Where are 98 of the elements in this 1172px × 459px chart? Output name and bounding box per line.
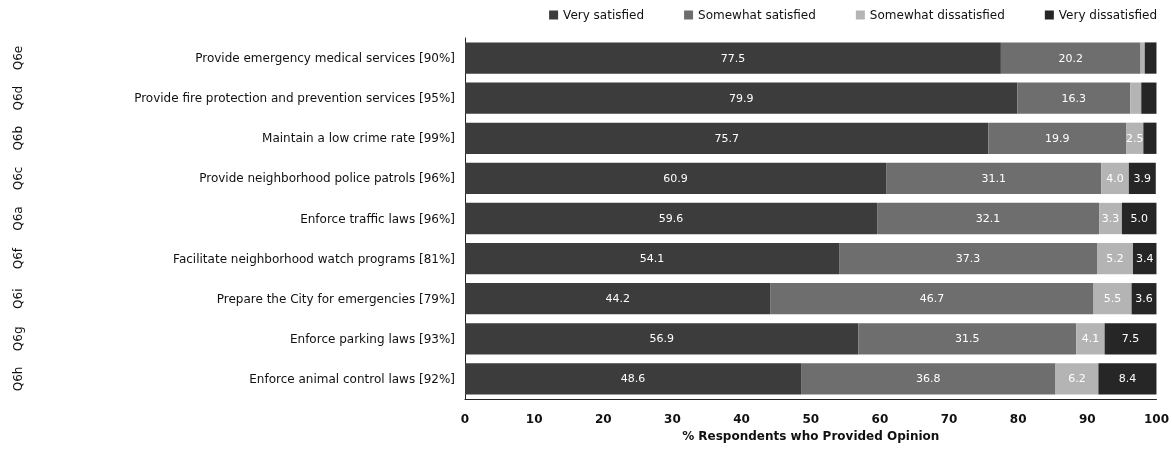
x-tick-label: 100 [1143, 412, 1170, 426]
data-label: 54.1 [639, 252, 665, 266]
data-label: 5.2 [1106, 252, 1124, 266]
data-label: 59.6 [658, 212, 684, 225]
y-tick-label: Prepare the City for emergencies [79%] [216, 291, 455, 306]
text: Q6a [11, 206, 25, 231]
data-label: 5.0 [1130, 212, 1148, 225]
data-label: 31.1 [981, 171, 1006, 185]
text: Q6e [11, 45, 25, 71]
data-label: 8.4 [1118, 372, 1137, 386]
data-label: 79.9 [728, 91, 754, 105]
bar [886, 162, 1102, 195]
data-label: 36.8 [916, 372, 941, 386]
bar [770, 283, 1094, 315]
x-tick-label: 40 [733, 412, 750, 426]
text: Q6b [11, 125, 25, 151]
data-label: 3.3 [1101, 212, 1120, 225]
bar [1140, 42, 1145, 74]
data-label: 31.5 [955, 332, 980, 346]
y-tick-label: Facilitate neighborhood watch programs [81%] [173, 251, 455, 266]
text: Q6h [11, 366, 25, 392]
data-label: 32.1 [975, 212, 1001, 225]
data-label: 48.6 [620, 372, 646, 386]
data-label: 5.5 [1103, 292, 1122, 306]
data-label: 2.5 [1125, 131, 1144, 145]
legend-label: Somewhat dissatisfied [869, 8, 1005, 22]
x-tick-label: 0 [460, 412, 470, 426]
bar [1093, 283, 1132, 315]
x-tick-label: 30 [664, 412, 681, 426]
data-label: 7.5 [1121, 332, 1140, 346]
data-label: 6.2 [1068, 372, 1086, 386]
bar [1097, 242, 1133, 275]
y-tick-label: Provide fire protection and prevention services [95%] [134, 91, 455, 106]
text: Q6c [11, 166, 25, 191]
data-label: 3.4 [1135, 252, 1154, 266]
x-axis-title: % Respondents who Provided Opinion [682, 428, 940, 443]
bar [1144, 42, 1157, 74]
data-label: 19.9 [1045, 131, 1070, 145]
data-label: 75.7 [714, 131, 739, 145]
x-tick-label: 80 [1009, 412, 1027, 426]
bar [1076, 323, 1105, 355]
x-tick-label: 10 [525, 412, 543, 426]
legend-label: Somewhat satisfied [698, 8, 816, 22]
bar [1098, 363, 1157, 395]
data-label: 37.3 [955, 252, 981, 266]
data-label: 3.9 [1133, 171, 1152, 185]
bar [1128, 162, 1156, 195]
bar [839, 242, 1098, 275]
bar [1099, 202, 1122, 235]
bar [801, 363, 1056, 395]
bar [465, 122, 989, 154]
legend-label: Very satisfied [563, 8, 645, 22]
bar [1017, 82, 1131, 114]
bar [1130, 82, 1142, 114]
bar [465, 202, 878, 235]
data-label: 46.7 [919, 292, 945, 306]
bar [465, 323, 859, 355]
text: Q6f [11, 247, 25, 270]
bar [877, 202, 1100, 235]
y-tick-label: Provide emergency medical services [90%] [195, 51, 455, 66]
legend-label: Very dissatisfied [1058, 8, 1157, 22]
bar [465, 162, 887, 195]
y-tick-label: Enforce traffic laws [96%] [300, 211, 455, 226]
bar [1143, 122, 1157, 154]
bar [858, 323, 1077, 355]
bar [1141, 82, 1157, 114]
data-label: 4.0 [1106, 171, 1124, 185]
text: Q6g [11, 326, 25, 352]
x-tick-label: 50 [802, 412, 820, 426]
data-label: 3.6 [1135, 292, 1153, 306]
bar [465, 242, 840, 275]
bar [465, 363, 802, 395]
x-tick-label: 60 [871, 412, 889, 426]
bar [465, 283, 771, 315]
bar [1101, 162, 1129, 195]
bar [1104, 323, 1157, 355]
data-label: 44.2 [605, 292, 631, 306]
text: Q6i [11, 288, 25, 309]
bar [465, 42, 1001, 74]
y-tick-label: Maintain a low crime rate [99%] [262, 131, 455, 146]
bar [1000, 42, 1141, 74]
bar [465, 82, 1018, 114]
data-label: 56.9 [649, 332, 674, 346]
data-label: 4.1 [1081, 332, 1100, 346]
data-label: 60.9 [663, 171, 688, 185]
y-tick-label: Enforce animal control laws [92%] [249, 371, 455, 386]
y-tick-label: Enforce parking laws [93%] [289, 331, 455, 346]
data-label: 20.2 [1058, 51, 1083, 65]
bar [1121, 202, 1157, 235]
bar [988, 122, 1127, 154]
bar [1055, 363, 1099, 395]
text: Q6d [11, 85, 25, 111]
x-tick-label: 70 [940, 412, 958, 426]
data-label: 77.5 [720, 51, 746, 65]
x-tick-label: 90 [1078, 412, 1096, 426]
x-tick-label: 20 [594, 412, 612, 426]
data-label: 16.3 [1061, 91, 1087, 105]
y-tick-label: Provide neighborhood police patrols [96%] [199, 171, 455, 186]
